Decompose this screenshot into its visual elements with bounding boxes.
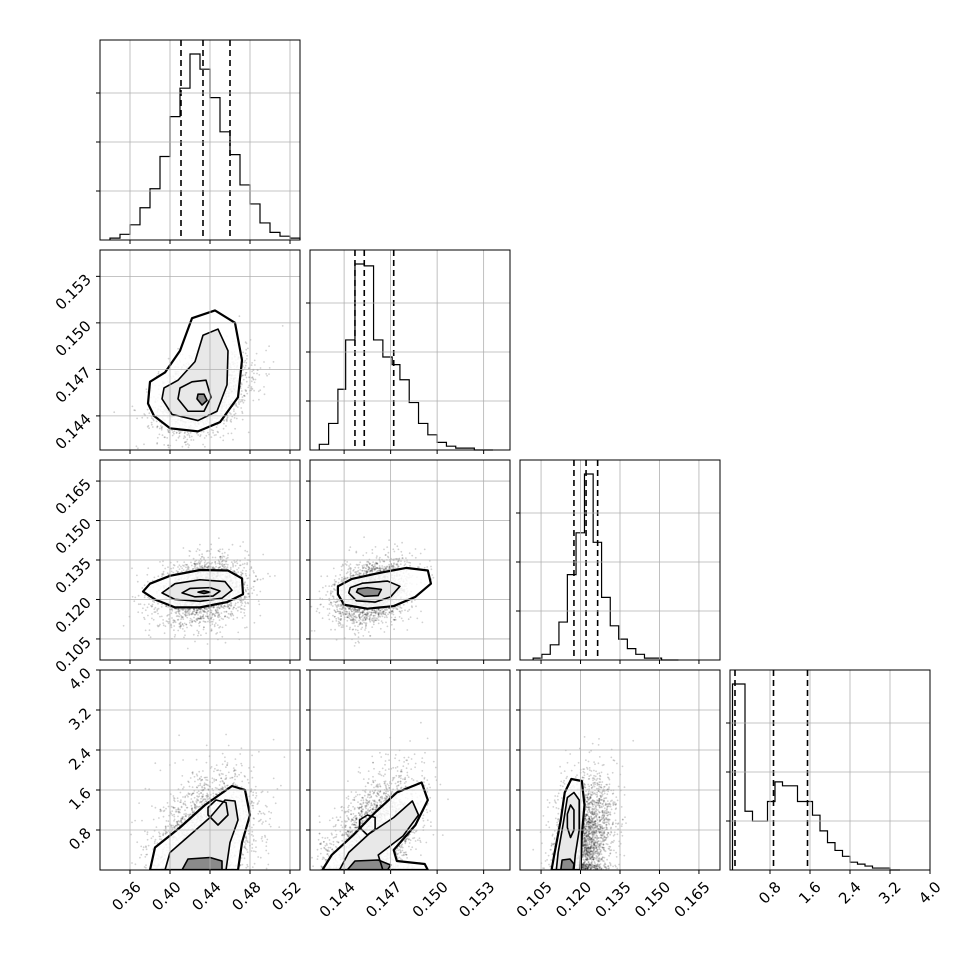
panel-3-3	[729, 669, 931, 871]
contour-lines	[321, 781, 429, 870]
contour-level-0	[141, 568, 245, 609]
x-tick-label: 0.52	[268, 878, 304, 914]
x-tick-label: 4.0	[915, 878, 945, 908]
panel-1-1	[309, 249, 511, 451]
x-tick-label: 0.153	[455, 878, 498, 921]
histogram-step	[532, 473, 679, 661]
contour-level-1	[161, 328, 229, 422]
x-tick-label: 0.144	[316, 878, 359, 921]
contour-level-1	[555, 791, 581, 870]
contour-level-0	[146, 309, 244, 433]
x-tick-label: 0.147	[362, 878, 405, 921]
y-tick-label: 0.153	[52, 270, 95, 313]
histogram-1	[318, 250, 493, 451]
contour-level-1	[347, 580, 401, 603]
contour-lines	[336, 566, 433, 610]
x-tick-label: 0.8	[755, 878, 785, 908]
x-tick-label: 0.36	[108, 878, 144, 914]
contour-level-2	[358, 814, 376, 836]
contour-lines	[146, 309, 244, 433]
frame-layer	[99, 39, 931, 871]
contour-level-3	[181, 856, 223, 870]
panel-0-0	[99, 39, 301, 241]
hist-layer	[109, 40, 900, 871]
x-tick-label: 0.44	[188, 878, 224, 914]
y-tick-label: 0.8	[65, 824, 95, 854]
contour-level-1	[338, 800, 420, 870]
y-tick-label: 0.147	[52, 363, 95, 406]
x-tick-label: 0.48	[228, 878, 264, 914]
contour-level-1	[164, 799, 239, 870]
y-tick-label: 0.120	[52, 594, 95, 637]
y-tick-label: 0.105	[52, 633, 95, 676]
panel-border	[309, 249, 511, 451]
contour-level-2	[566, 804, 575, 839]
y-tick-label: 1.6	[65, 784, 95, 814]
contour-level-2	[207, 799, 229, 826]
x-tick-label: 2.4	[835, 878, 865, 908]
panel-3-1	[309, 669, 511, 871]
panel-3-2	[519, 669, 721, 871]
histogram-step	[318, 263, 493, 451]
histogram-3	[731, 670, 900, 871]
x-tick-label: 0.150	[631, 878, 674, 921]
panel-3-0	[99, 669, 301, 871]
contour-lines	[148, 784, 252, 870]
x-tick-label: 0.150	[409, 878, 452, 921]
y-tick-label: 0.144	[52, 410, 95, 453]
contour-level-0	[321, 781, 429, 870]
contour-lines	[141, 568, 245, 609]
x-tick-label: 1.6	[795, 878, 825, 908]
y-tick-label: 2.4	[65, 744, 95, 774]
y-tick-label: 0.150	[52, 515, 95, 558]
contour-level-3	[196, 393, 208, 406]
contour-level-3	[559, 858, 575, 870]
x-tick-label: 0.105	[513, 878, 556, 921]
panel-border	[309, 669, 511, 871]
panel-border	[99, 39, 301, 241]
histogram-step	[731, 683, 900, 871]
histogram-0	[109, 40, 301, 240]
y-tick-label: 0.165	[52, 475, 95, 518]
x-tick-label: 0.165	[671, 878, 714, 921]
x-tick-label: 0.40	[148, 878, 184, 914]
contour-level-0	[336, 566, 433, 610]
x-tick-label: 3.2	[875, 878, 905, 908]
histogram-2	[532, 460, 679, 661]
y-tick-label: 0.135	[52, 554, 95, 597]
panel-border	[99, 249, 301, 451]
contour-level-2	[355, 586, 383, 598]
density-core	[337, 567, 431, 609]
panel-2-1	[309, 459, 511, 661]
y-tick-label: 3.2	[65, 704, 95, 734]
contour-level-1	[161, 578, 233, 603]
panel-border	[99, 669, 301, 871]
histogram-step	[109, 53, 301, 240]
contour-level-2	[177, 379, 212, 413]
panel-border	[729, 669, 931, 871]
contour-level-0	[148, 784, 252, 870]
panel-2-0	[99, 459, 301, 661]
contour-lines	[550, 777, 586, 870]
panel-1-0	[99, 249, 301, 451]
x-tick-label: 0.135	[592, 878, 635, 921]
contour-layer	[141, 309, 586, 870]
contour-level-3	[346, 859, 392, 870]
scatter-layer	[113, 310, 635, 870]
contour-level-2	[181, 586, 221, 598]
panel-2-2	[519, 459, 721, 661]
contour-level-0	[550, 777, 586, 870]
x-tick-label: 0.120	[552, 878, 595, 921]
y-tick-label: 0.150	[52, 317, 95, 360]
